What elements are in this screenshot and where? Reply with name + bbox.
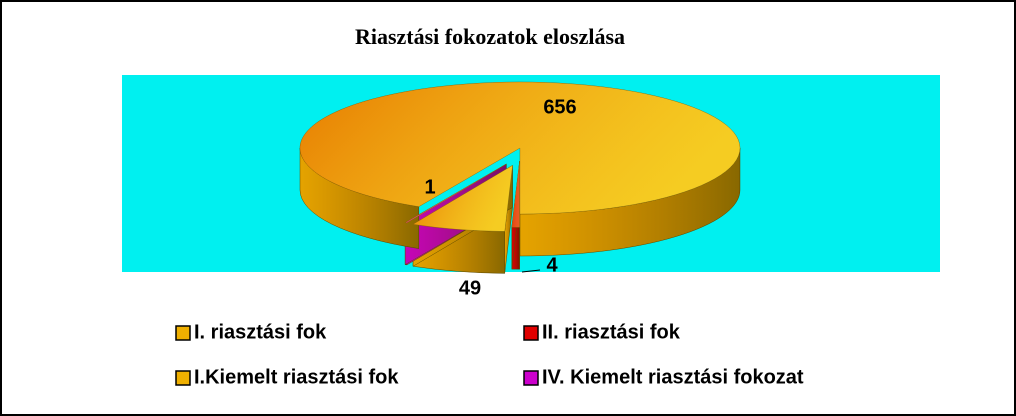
legend-label: I.Kiemelt riasztási fok	[194, 366, 399, 388]
chart-title: Riasztási fokozatok eloszlása	[355, 24, 625, 49]
legend-swatch	[523, 325, 539, 341]
slice-shade	[405, 164, 507, 223]
legend-swatch	[523, 370, 539, 386]
data-label: 656	[543, 96, 576, 118]
slice-shade	[299, 82, 740, 214]
slice-side-shade	[520, 148, 740, 256]
pie	[299, 81, 741, 274]
legend-label: II. riasztási fok	[542, 321, 681, 343]
slice-shade	[413, 165, 513, 232]
leader-line	[521, 269, 541, 273]
data-label: 49	[459, 277, 481, 299]
legend-swatch	[175, 370, 191, 386]
legend-swatch	[175, 325, 191, 341]
legend-label: IV. Kiemelt riasztási fokozat	[542, 366, 804, 388]
slice-side-shade	[300, 148, 419, 249]
slice-shade	[511, 161, 520, 228]
legend-label: I. riasztási fok	[194, 321, 327, 343]
data-label: 4	[546, 254, 558, 276]
legend: I. riasztási fok II. riasztási fok I.Kieme…	[175, 321, 804, 388]
data-label: 1	[424, 176, 435, 198]
